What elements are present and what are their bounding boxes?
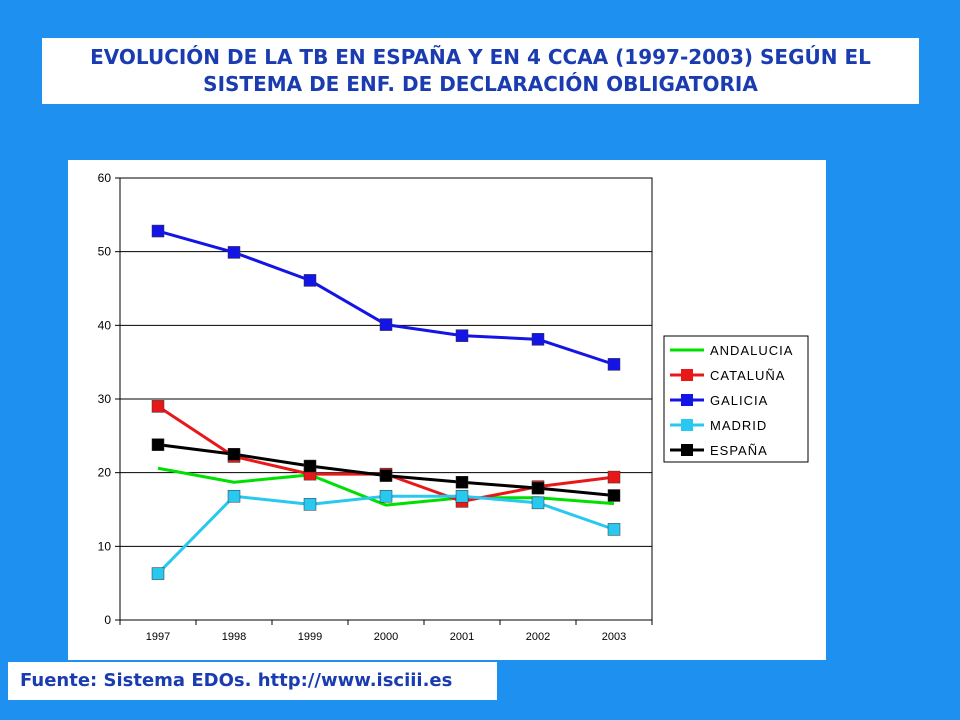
legend-label: MADRID (710, 418, 767, 433)
data-point (531, 481, 545, 495)
y-tick-label: 50 (98, 245, 112, 259)
data-point (151, 224, 165, 238)
data-point (607, 523, 621, 536)
legend-swatch-marker (681, 444, 693, 456)
x-tick-label: 2001 (450, 631, 474, 643)
y-tick-label: 20 (98, 466, 112, 480)
title-line-1: EVOLUCIÓN DE LA TB EN ESPAÑA Y EN 4 CCAA… (90, 45, 871, 69)
line-chart: 0 10 20 30 40 50 60 1997 1998 1999 2000 2001 2002 200… (68, 160, 826, 660)
x-tick-label: 1999 (298, 631, 322, 643)
data-point (531, 333, 545, 346)
series-line-3 (156, 494, 615, 575)
data-point (607, 489, 621, 502)
data-point (151, 400, 165, 413)
data-point (303, 498, 317, 511)
data-point (379, 489, 393, 503)
chart-svg: 0 10 20 30 40 50 60 1997 1998 1999 2000 2001 2002 200… (98, 171, 809, 643)
legend-label: CATALUÑA (710, 368, 785, 383)
y-tick-label: 30 (98, 392, 112, 406)
title-line-2: SISTEMA DE ENF. DE DECLARACIÓN OBLIGATOR… (203, 72, 758, 96)
data-point (531, 496, 545, 510)
x-tick-label: 1998 (222, 631, 246, 643)
data-point (379, 318, 393, 331)
x-tick-label: 2003 (602, 631, 626, 643)
data-point (455, 489, 469, 503)
data-point (227, 489, 241, 503)
data-point (151, 567, 165, 580)
legend-swatch-marker (681, 419, 693, 431)
data-point (151, 438, 165, 451)
y-tick-label: 40 (98, 318, 112, 332)
data-point (455, 329, 469, 342)
y-tick-label: 60 (98, 171, 112, 185)
legend-swatch-marker (681, 394, 693, 406)
legend-label: ANDALUCIA (710, 343, 793, 358)
data-point (455, 475, 469, 489)
slide-title: EVOLUCIÓN DE LA TB EN ESPAÑA Y EN 4 CCAA… (42, 38, 919, 104)
plot-border (119, 177, 653, 621)
source-note: Fuente: Sistema EDOs. http://www.isciii.… (8, 662, 497, 700)
legend-label: GALICIA (710, 393, 768, 408)
data-point (607, 470, 621, 484)
data-point (607, 358, 621, 371)
legend-label: ESPAÑA (710, 443, 768, 458)
y-tick-label: 10 (98, 539, 112, 553)
data-point (227, 246, 241, 259)
legend-swatch-marker (681, 369, 693, 381)
data-point (227, 448, 241, 461)
x-tick-label: 1997 (146, 631, 170, 643)
x-tick-label: 2002 (526, 631, 550, 643)
data-point (303, 274, 317, 287)
series-line-2 (157, 229, 615, 366)
x-tick-label: 2000 (374, 631, 398, 643)
data-point (303, 459, 317, 473)
data-point (379, 469, 393, 482)
y-tick-label: 0 (104, 613, 111, 627)
